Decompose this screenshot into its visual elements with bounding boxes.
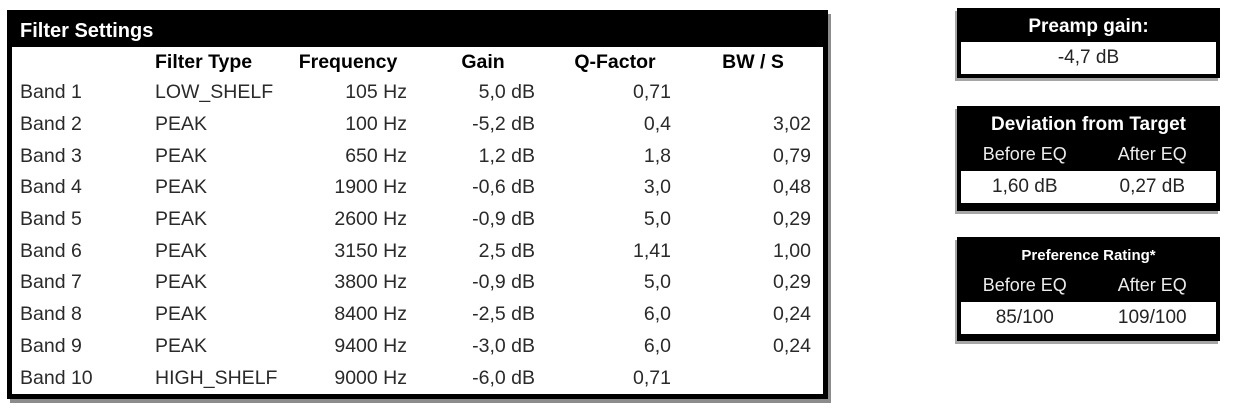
band-label: Band 1 <box>20 81 82 104</box>
frequency-cell: 3800 Hz <box>334 271 407 294</box>
table-row: Band 5 PEAK 2600 Hz -0,9 dB 5,0 0,29 <box>12 204 823 236</box>
bw-s-cell <box>683 362 823 394</box>
gain-cell: -5,2 dB <box>472 113 535 136</box>
table-row: Band 9 PEAK 9400 Hz -3,0 dB 6,0 0,24 <box>12 331 823 363</box>
bw-s-cell: 0,29 <box>773 208 811 231</box>
bw-s-cell: 1,00 <box>773 239 811 262</box>
band-label: Band 6 <box>20 239 82 262</box>
frequency-cell: 650 Hz <box>345 144 407 167</box>
preference-before-value: 85/100 <box>995 307 1054 328</box>
preamp-gain-value: -4,7 dB <box>1057 47 1120 68</box>
table-row: Band 10 HIGH_SHELF 9000 Hz -6,0 dB 0,71 <box>12 362 823 394</box>
gain-cell: -0,6 dB <box>472 176 535 199</box>
filter-settings-title: Filter Settings <box>12 15 823 47</box>
table-row: Band 3 PEAK 650 Hz 1,2 dB 1,8 0,79 <box>12 140 823 172</box>
preamp-gain-box: Preamp gain: -4,7 dB <box>957 8 1220 78</box>
bw-s-cell: 3,02 <box>773 113 811 136</box>
deviation-title: Deviation from Target <box>991 114 1186 135</box>
filter-type-cell: PEAK <box>155 303 208 326</box>
q-factor-cell: 1,8 <box>643 144 671 167</box>
band-label: Band 3 <box>20 144 82 167</box>
gain-cell: -6,0 dB <box>472 366 535 389</box>
filter-table: Filter Type Frequency Gain Q-Factor BW / S B… <box>12 47 823 394</box>
gain-cell: -2,5 dB <box>472 303 535 326</box>
bw-s-cell: 0,48 <box>773 176 811 199</box>
deviation-before-value: 1,60 dB <box>992 176 1058 197</box>
deviation-after-eq-label: After EQ <box>1117 144 1187 164</box>
filter-type-cell: PEAK <box>155 176 208 199</box>
preamp-gain-title: Preamp gain: <box>1028 16 1149 37</box>
table-row: Band 7 PEAK 3800 Hz -0,9 dB 5,0 0,29 <box>12 267 823 299</box>
filter-type-cell: PEAK <box>155 239 208 262</box>
gain-cell: 2,5 dB <box>478 239 535 262</box>
filter-type-cell: HIGH_SHELF <box>155 366 277 389</box>
preference-after-value: 109/100 <box>1117 307 1187 328</box>
gain-cell: 1,2 dB <box>478 144 535 167</box>
band-label: Band 9 <box>20 334 82 357</box>
table-row: Band 2 PEAK 100 Hz -5,2 dB 0,4 3,02 <box>12 109 823 141</box>
frequency-cell: 3150 Hz <box>334 239 407 262</box>
band-label: Band 5 <box>20 208 82 231</box>
column-header: Frequency <box>298 50 398 73</box>
table-row: Band 8 PEAK 8400 Hz -2,5 dB 6,0 0,24 <box>12 299 823 331</box>
frequency-cell: 2600 Hz <box>334 208 407 231</box>
column-header: BW / S <box>722 50 784 73</box>
table-row: Band 1 LOW_SHELF 105 Hz 5,0 dB 0,71 <box>12 77 823 109</box>
filter-type-cell: PEAK <box>155 271 208 294</box>
filter-type-cell: PEAK <box>155 144 208 167</box>
filter-type-cell: PEAK <box>155 113 208 136</box>
frequency-cell: 105 Hz <box>345 81 407 104</box>
q-factor-cell: 5,0 <box>643 208 671 231</box>
frequency-cell: 8400 Hz <box>334 303 407 326</box>
bw-s-cell: 0,24 <box>773 303 811 326</box>
band-label: Band 2 <box>20 113 82 136</box>
frequency-cell: 9400 Hz <box>334 334 407 357</box>
gain-cell: -0,9 dB <box>472 208 535 231</box>
filter-type-cell: PEAK <box>155 208 208 231</box>
q-factor-cell: 3,0 <box>643 176 671 199</box>
q-factor-cell: 1,41 <box>633 239 671 262</box>
q-factor-cell: 0,4 <box>643 113 671 136</box>
band-label: Band 4 <box>20 176 82 199</box>
q-factor-cell: 0,71 <box>633 81 671 104</box>
column-header: Q-Factor <box>574 50 656 73</box>
q-factor-cell: 6,0 <box>643 334 671 357</box>
filter-type-cell: LOW_SHELF <box>155 81 274 104</box>
frequency-cell: 1900 Hz <box>334 176 407 199</box>
filter-type-cell: PEAK <box>155 334 208 357</box>
preference-after-eq-label: After EQ <box>1117 275 1187 295</box>
q-factor-cell: 5,0 <box>643 271 671 294</box>
band-label: Band 7 <box>20 271 82 294</box>
bw-s-cell: 0,29 <box>773 271 811 294</box>
bw-s-cell <box>683 77 823 109</box>
band-label: Band 10 <box>20 366 93 389</box>
frequency-cell: 100 Hz <box>345 113 407 136</box>
deviation-after-value: 0,27 dB <box>1119 176 1186 197</box>
deviation-before-eq-label: Before EQ <box>982 144 1067 164</box>
column-header <box>12 47 147 77</box>
gain-cell: -0,9 dB <box>472 271 535 294</box>
q-factor-cell: 0,71 <box>633 366 671 389</box>
band-label: Band 8 <box>20 303 82 326</box>
bw-s-cell: 0,79 <box>773 144 811 167</box>
preference-before-eq-label: Before EQ <box>982 275 1067 295</box>
frequency-cell: 9000 Hz <box>334 366 407 389</box>
column-header-row: Filter Type Frequency Gain Q-Factor BW / S <box>12 47 823 77</box>
preference-rating-title: Preference Rating* <box>1021 247 1156 264</box>
column-header: Gain <box>461 50 505 73</box>
filter-settings-panel: Filter Settings Filter Type Frequency Gain… <box>7 10 828 399</box>
column-header: Filter Type <box>155 50 253 73</box>
bw-s-cell: 0,24 <box>773 334 811 357</box>
gain-cell: -3,0 dB <box>472 334 535 357</box>
deviation-from-target-box: Deviation from Target Before EQ After EQ… <box>957 106 1220 211</box>
preference-rating-box: Preference Rating* Before EQ After EQ 85… <box>957 237 1220 341</box>
gain-cell: 5,0 dB <box>478 81 535 104</box>
q-factor-cell: 6,0 <box>643 303 671 326</box>
table-row: Band 4 PEAK 1900 Hz -0,6 dB 3,0 0,48 <box>12 172 823 204</box>
table-row: Band 6 PEAK 3150 Hz 2,5 dB 1,41 1,00 <box>12 235 823 267</box>
